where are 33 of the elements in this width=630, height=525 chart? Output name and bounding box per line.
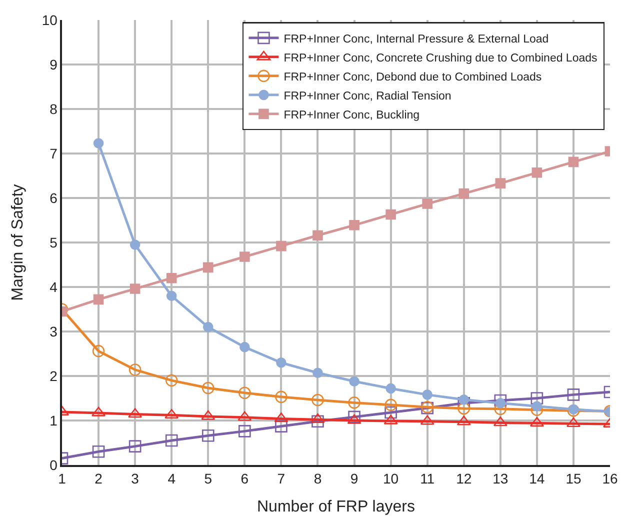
x-tick-label: 2 [94, 470, 103, 487]
y-tick-label: 8 [50, 100, 58, 117]
legend-label: FRP+Inner Conc, Buckling [284, 109, 420, 122]
x-tick-label: 14 [529, 470, 545, 487]
legend-label: FRP+Inner Conc, Concrete Crushing due to Combined Loads [284, 52, 598, 64]
y-tick-label: 3 [50, 323, 58, 340]
x-tick-label: 11 [420, 470, 435, 487]
x-tick-label: 8 [314, 470, 322, 487]
x-tick-label: 9 [350, 470, 358, 487]
y-tick-label: 10 [42, 12, 58, 28]
y-tick-label: 0 [50, 456, 58, 473]
x-tick-label: 4 [168, 470, 176, 487]
y-tick-label: 4 [50, 278, 58, 295]
x-tick-label: 15 [566, 470, 582, 487]
x-tick-label: 7 [277, 470, 286, 487]
y-tick-label: 5 [50, 234, 58, 250]
y-tick-label: 2 [50, 368, 58, 384]
x-tick-label: 6 [240, 470, 249, 487]
x-tick-label: 13 [492, 470, 508, 487]
x-tick-label: 3 [131, 470, 140, 487]
y-axis-title: Margin of Safety [9, 184, 26, 301]
x-tick-label: 5 [204, 470, 212, 487]
y-tick-label: 6 [50, 190, 58, 206]
x-axis-title: Number of FRP layers [257, 498, 415, 516]
legend-label: FRP+Inner Conc, Radial Tension [284, 90, 452, 102]
legend-label: FRP+Inner Conc, Internal Pressure & External Load [284, 33, 549, 46]
x-tick-label: 10 [383, 470, 399, 487]
legend-label: FRP+Inner Conc, Debond due to Combined Loads [284, 71, 542, 84]
x-tick-label: 16 [602, 470, 618, 487]
x-tick-label: 12 [456, 470, 472, 487]
y-tick-label: 1 [50, 412, 58, 428]
y-tick-label: 7 [50, 145, 58, 162]
y-tick-label: 9 [50, 56, 58, 72]
